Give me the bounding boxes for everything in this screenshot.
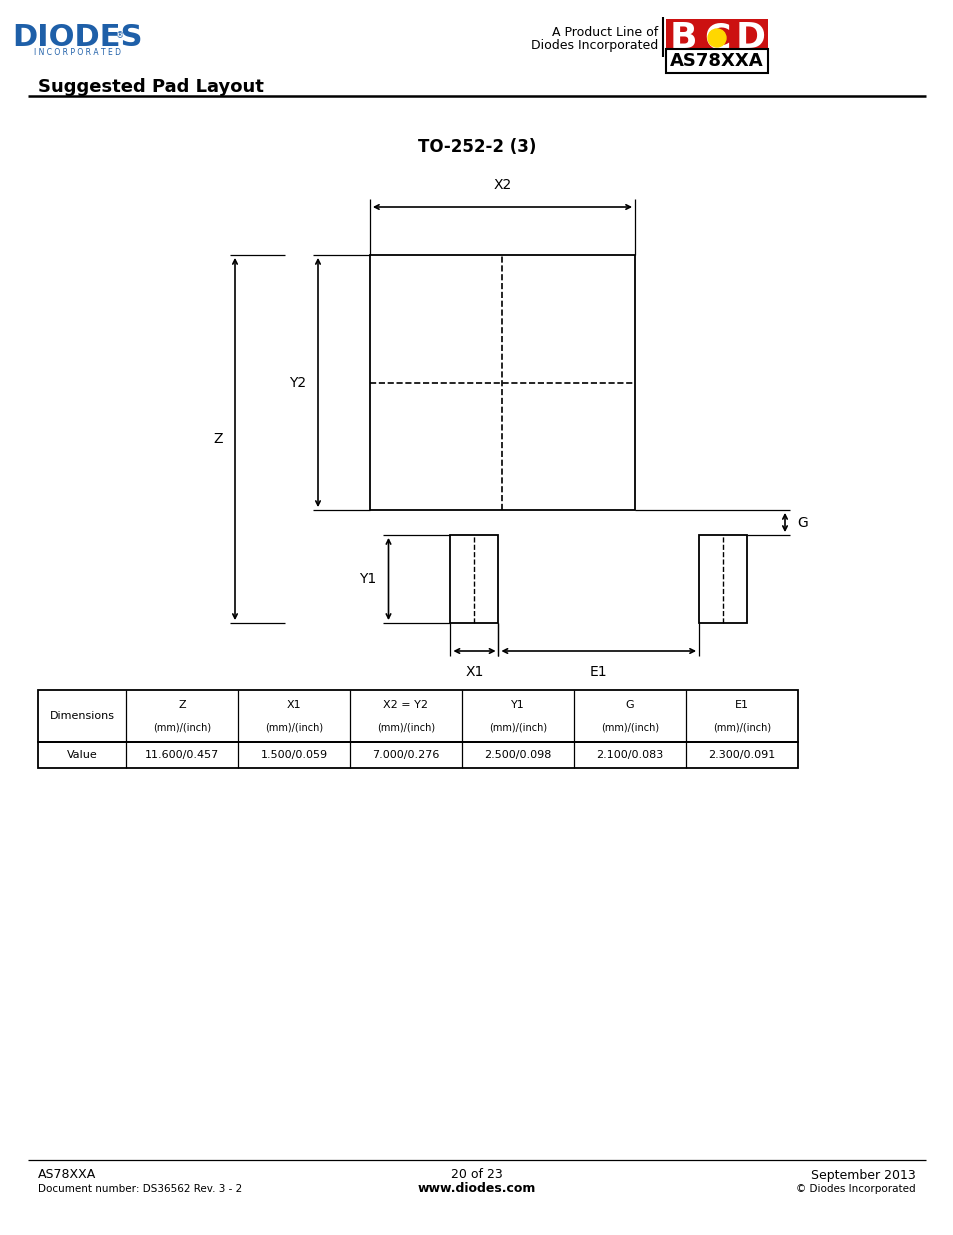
Bar <box>38 742 797 768</box>
Text: September 2013: September 2013 <box>810 1168 915 1182</box>
Text: X1: X1 <box>465 664 483 679</box>
Text: 11.600/0.457: 11.600/0.457 <box>145 750 219 760</box>
FancyBboxPatch shape <box>700 19 733 57</box>
Text: 2.300/0.091: 2.300/0.091 <box>708 750 775 760</box>
Bar <box>450 535 498 622</box>
Text: D: D <box>735 21 765 56</box>
Text: (mm)/(inch): (mm)/(inch) <box>712 722 770 732</box>
Bar <box>665 49 767 73</box>
Text: A Product Line of: A Product Line of <box>551 26 658 38</box>
Text: E1: E1 <box>734 700 748 710</box>
Text: 1.500/0.059: 1.500/0.059 <box>260 750 327 760</box>
Text: C: C <box>703 21 729 56</box>
Text: G: G <box>796 515 807 530</box>
Text: Z: Z <box>213 432 223 446</box>
Text: 7.000/0.276: 7.000/0.276 <box>372 750 439 760</box>
Text: Document number: DS36562 Rev. 3 - 2: Document number: DS36562 Rev. 3 - 2 <box>38 1184 242 1194</box>
Text: Y1: Y1 <box>359 572 376 585</box>
Text: X2: X2 <box>493 178 511 191</box>
Text: I N C O R P O R A T E D: I N C O R P O R A T E D <box>34 47 121 57</box>
Text: Y1: Y1 <box>511 700 524 710</box>
Text: DIODES: DIODES <box>12 22 143 52</box>
FancyBboxPatch shape <box>733 19 767 57</box>
Text: X2 = Y2: X2 = Y2 <box>383 700 428 710</box>
Text: AS78XXA: AS78XXA <box>38 1168 96 1182</box>
Circle shape <box>707 28 725 47</box>
Text: Dimensions: Dimensions <box>50 711 114 721</box>
Text: www.diodes.com: www.diodes.com <box>417 1182 536 1195</box>
Text: Suggested Pad Layout: Suggested Pad Layout <box>38 78 264 96</box>
Text: 20 of 23: 20 of 23 <box>451 1168 502 1182</box>
Text: Y2: Y2 <box>289 375 306 389</box>
Text: Diodes Incorporated: Diodes Incorporated <box>530 38 658 52</box>
FancyBboxPatch shape <box>665 19 700 57</box>
Text: Value: Value <box>67 750 97 760</box>
Text: (mm)/(inch): (mm)/(inch) <box>265 722 323 732</box>
Text: ®: ® <box>115 32 124 41</box>
Text: Z: Z <box>178 700 186 710</box>
Bar <box>370 254 635 510</box>
Text: 2.100/0.083: 2.100/0.083 <box>596 750 663 760</box>
Text: (mm)/(inch): (mm)/(inch) <box>376 722 435 732</box>
Text: G: G <box>625 700 634 710</box>
Text: B: B <box>669 21 696 56</box>
Text: (mm)/(inch): (mm)/(inch) <box>152 722 211 732</box>
Bar <box>699 535 746 622</box>
Text: 2.500/0.098: 2.500/0.098 <box>484 750 551 760</box>
Text: (mm)/(inch): (mm)/(inch) <box>600 722 659 732</box>
Text: © Diodes Incorporated: © Diodes Incorporated <box>796 1184 915 1194</box>
Bar <box>38 690 797 742</box>
Text: AS78XXA: AS78XXA <box>670 52 763 70</box>
Text: TO-252-2 (3): TO-252-2 (3) <box>417 138 536 156</box>
Text: X1: X1 <box>287 700 301 710</box>
Text: (mm)/(inch): (mm)/(inch) <box>489 722 546 732</box>
Text: E1: E1 <box>589 664 607 679</box>
